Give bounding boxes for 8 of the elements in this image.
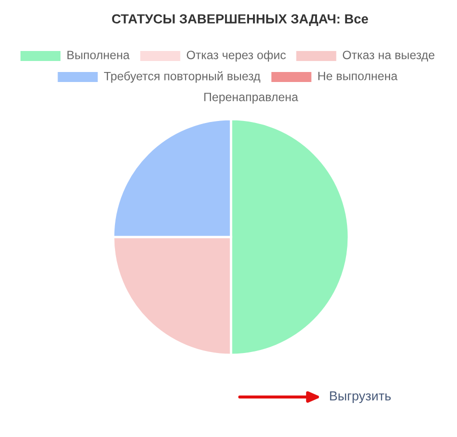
- category-label: Перенаправлена: [204, 92, 298, 104]
- legend-label: Отказ на выезде: [342, 50, 434, 62]
- chart-title: СТАТУСЫ ЗАВЕРШЕННЫХ ЗАДАЧ: Все: [112, 14, 368, 26]
- legend-label: Отказ через офис: [186, 50, 286, 62]
- text: Выгрузить: [330, 391, 391, 404]
- legend-label: Выполнена: [67, 50, 130, 60]
- legend-label: Не выполнена: [318, 72, 398, 80]
- legend-label: Требуется повторный выезд: [104, 71, 260, 83]
